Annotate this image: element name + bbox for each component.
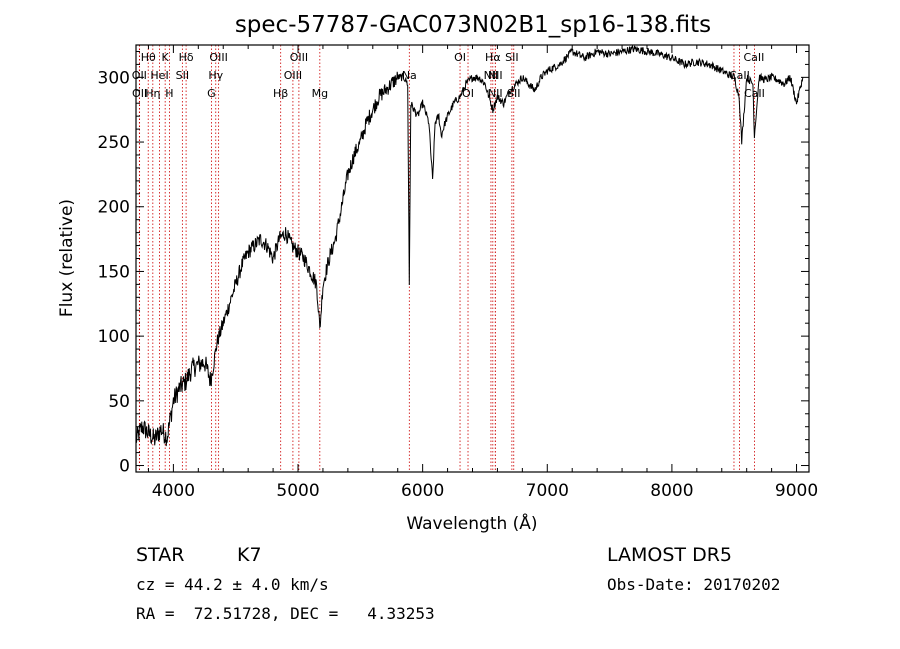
spectral-line-label: NII [484,69,499,82]
redshift-velocity: cz = 44.2 ± 4.0 km/s [136,575,329,594]
spectral-line-label: Mg [312,87,328,100]
x-tick-label: 9000 [775,481,818,501]
spectral-line-label: CaII [744,87,765,100]
spectral-line-label: OI [454,51,466,64]
x-tick-label: 4000 [152,481,195,501]
spectral-line-label: Hγ [208,69,223,82]
spectral-line-label: OII [132,69,147,82]
spectral-line-label: HeI [150,69,168,82]
object-class: STAR [136,544,184,566]
object-subclass: K7 [237,544,262,566]
spectral-line-label: OIII [290,51,308,64]
chart-title: spec-57787-GAC073N02B1_sp16-138.fits [235,12,711,38]
coordinates: RA = 72.51728, DEC = 4.33253 [136,604,435,623]
y-tick-label: 300 [98,68,130,88]
x-axis-label: Wavelength (Å) [406,512,537,534]
x-tick-label: 8000 [650,481,693,501]
y-axis-ticks: 0 50 100 150 200 250 300 [98,50,809,477]
y-tick-label: 50 [108,392,130,412]
spectral-line-label: Hη [145,87,160,100]
y-tick-label: 250 [98,133,130,153]
plot-frame [135,44,810,473]
spectral-line-label: CaII [744,51,765,64]
x-axis-ticks: 4000 5000 6000 7000 8000 9000 [147,45,818,501]
spectral-line-label: SII [507,87,520,100]
spectral-line-label: OIII [209,51,227,64]
spectral-line-label: NII [488,69,503,82]
spectral-line-label: OIII [284,69,302,82]
y-tick-label: 0 [119,457,130,477]
spectral-line-label: G [207,87,216,100]
spectral-line-label: OI [462,87,474,100]
spectral-line-label: Hθ [141,51,156,64]
x-tick-label: 5000 [276,481,319,501]
spectral-line-label: SII [176,69,189,82]
spectrum-series-layer [135,44,804,447]
y-axis-label: Flux (relative) [57,199,77,317]
spectral-line-label: SII [505,51,518,64]
spectral-line-markers [138,45,755,472]
observation-date: Obs-Date: 20170202 [607,575,780,594]
y-tick-label: 200 [98,198,130,218]
y-tick-label: 150 [98,262,130,282]
spectral-line-label: Hδ [179,51,194,64]
spectral-line-label: H [165,87,173,100]
y-tick-label: 100 [98,327,130,347]
spectral-line-label: K [162,51,170,64]
survey-name: LAMOST DR5 [607,544,732,566]
spectral-line-label: Hβ [273,87,288,100]
spectrum-line [135,44,804,447]
x-tick-label: 6000 [401,481,444,501]
x-tick-label: 7000 [526,481,569,501]
spectral-line-labels: Hθ K Hδ OIII OIII OI Hα SII CaII OII HeI SII Hγ OIII N… [132,51,765,100]
spectral-line-label: Hα [485,51,501,64]
